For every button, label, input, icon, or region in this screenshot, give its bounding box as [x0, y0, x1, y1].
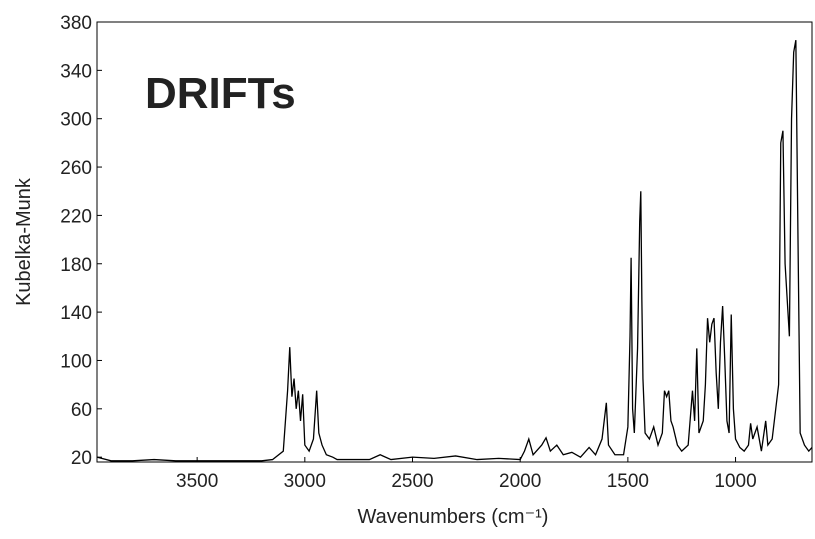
y-tick-label: 260 — [60, 158, 92, 179]
y-tick-label: 140 — [60, 303, 92, 324]
y-tick-label: 100 — [60, 351, 92, 372]
spectrum-line — [96, 40, 813, 462]
x-tick-label: 3500 — [176, 471, 218, 492]
y-tick-label: 20 — [71, 448, 92, 469]
y-tick-label: 340 — [60, 61, 92, 82]
annotation: DRIFTs — [145, 69, 296, 118]
plot-frame — [96, 21, 813, 463]
x-tick-label: 1500 — [607, 471, 649, 492]
y-tick-label: 180 — [60, 255, 92, 276]
x-tick-label: 2000 — [499, 471, 541, 492]
y-axis-label: Kubelka-Munk — [13, 177, 35, 306]
x-tick-label: 1000 — [714, 471, 756, 492]
y-tick-label: 300 — [60, 110, 92, 131]
x-tick-label: 2500 — [391, 471, 433, 492]
y-tick-label: 60 — [71, 400, 92, 421]
y-tick-label: 220 — [60, 206, 92, 227]
x-tick-label: 3000 — [284, 471, 326, 492]
x-axis-label: Wavenumbers (cm⁻¹) — [358, 506, 549, 528]
y-tick-label: 380 — [60, 13, 92, 34]
